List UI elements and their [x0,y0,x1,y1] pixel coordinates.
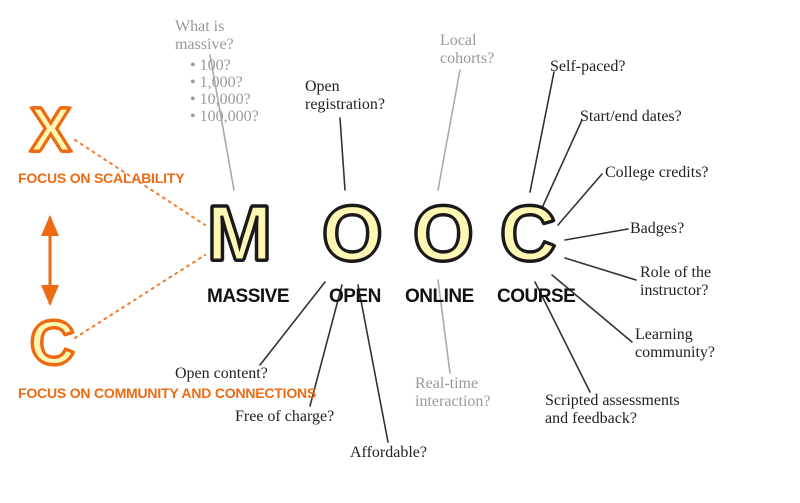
annotation-open_reg: Open registration? [305,78,385,115]
letter-m: M [207,188,268,279]
annotation-b1000: • 1,000? [190,74,243,92]
x-caption: FOCUS ON SCALABILITY [18,170,184,186]
annotation-b100: • 100? [190,57,231,75]
caption-course: COURSE [497,286,575,308]
side-letter-c: C [30,308,75,379]
annotation-free_charge: Free of charge? [235,408,334,426]
annotation-scripted: Scripted assessments and feedback? [545,392,680,429]
letter-o-1: O [322,188,379,279]
letter-o-2: O [413,188,470,279]
caption-online: ONLINE [405,286,474,308]
connector-lines [0,0,800,503]
letter-c: C [500,188,552,279]
annotation-role_instr: Role of the instructor? [640,264,711,301]
annotation-realtime: Real-time interaction? [415,375,491,412]
annotation-start_end: Start/end dates? [580,108,682,126]
annotation-b100000: • 100,000? [190,108,259,126]
c-caption: FOCUS ON COMMUNITY AND CONNECTIONS [18,385,316,401]
side-letter-x: X [30,95,71,166]
annotation-b10000: • 10,000? [190,91,251,109]
annotation-learn_comm: Learning community? [635,326,715,363]
mooc-infographic: X FOCUS ON SCALABILITY C FOCUS ON COMMUN… [0,0,800,503]
annotation-what_massive: What is massive? [175,18,234,55]
annotation-open_content: Open content? [175,365,268,383]
annotation-self_paced: Self-paced? [550,58,626,76]
annotation-affordable: Affordable? [350,444,427,462]
annotation-local_cohorts: Local cohorts? [440,32,494,69]
annotation-credits: College credits? [605,164,709,182]
caption-open: OPEN [329,286,381,308]
caption-massive: MASSIVE [207,286,289,308]
annotation-badges: Badges? [630,220,684,238]
